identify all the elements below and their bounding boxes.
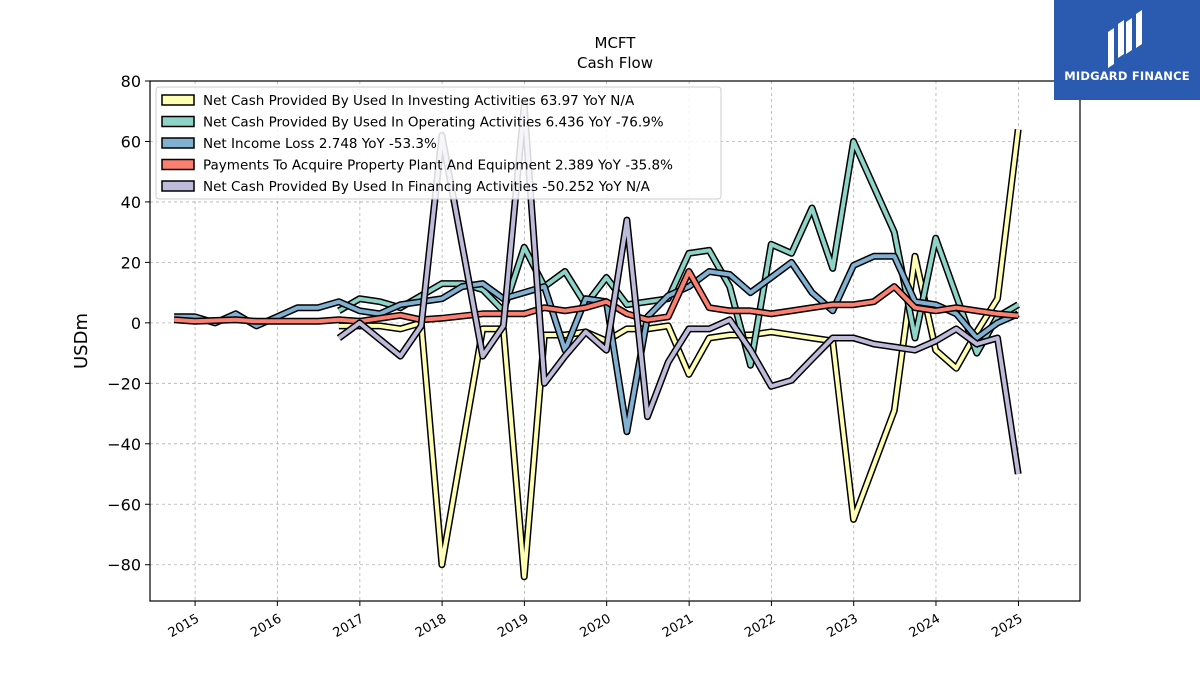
series-line [336,101,1022,475]
y-axis-label: USDm [71,313,92,369]
series-line-stroke [337,103,1021,475]
y-tick-label: 40 [121,193,141,212]
y-tick-label: 80 [121,72,141,91]
legend-label: Net Cash Provided By Used In Financing A… [203,179,651,195]
series-lines [173,101,1022,581]
y-tick-label: −60 [107,495,141,514]
series-line-stroke [337,139,1020,368]
x-tick-label: 2024 [907,611,943,641]
legend-label: Net Income Loss 2.748 YoY -53.3% [203,136,437,152]
x-tick-label: 2019 [495,611,531,641]
x-tick-label: 2025 [989,611,1025,641]
legend-swatch [161,158,195,171]
x-tick-label: 2022 [742,611,778,641]
x-tick-label: 2021 [660,611,696,641]
legend-box [155,86,722,200]
legend: Net Cash Provided By Used In Investing A… [155,86,722,200]
series-line-stroke [174,254,1020,434]
y-tick-label: −80 [107,556,141,575]
chart-title: MCFT [595,34,637,52]
y-tick-label: −20 [107,374,141,393]
y-tick-label: 0 [131,314,141,333]
x-tick-label: 2017 [331,611,367,641]
midgard-logo-icon [1108,10,1142,68]
legend-swatch [161,115,195,128]
brand-logo: MIDGARD FINANCE [1054,0,1200,100]
x-tick-label: 2020 [578,611,614,641]
y-tick-label: 60 [121,132,141,151]
x-tick-label: 2018 [413,611,449,641]
legend-label: Net Cash Provided By Used In Operating A… [203,115,664,131]
legend-swatch [161,180,195,192]
plot-frame [149,80,1081,602]
series-line [174,252,1020,436]
y-tick-label: 20 [121,253,141,272]
y-tick-label: −40 [107,435,141,454]
legend-swatch [161,94,195,106]
series-line [337,138,1020,369]
x-tick-label: 2016 [248,611,284,641]
legend-label: Payments To Acquire Property Plant And E… [203,158,673,174]
legend-label: Net Cash Provided By Used In Investing A… [203,93,635,109]
x-tick-label: 2023 [825,611,861,641]
x-tick-label: 2015 [166,611,202,641]
chart-subtitle: Cash Flow [577,54,653,72]
legend-swatch [161,137,195,149]
brand-name: MIDGARD FINANCE [1064,69,1190,83]
